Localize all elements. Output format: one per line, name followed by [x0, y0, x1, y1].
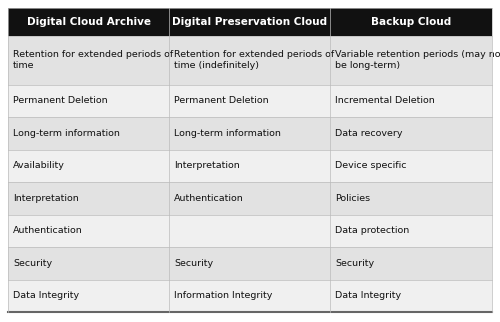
Text: Incremental Deletion: Incremental Deletion [336, 97, 435, 105]
Bar [169, 279, 330, 312]
Bar [330, 150, 492, 182]
Text: Interpretation: Interpretation [174, 161, 240, 170]
Bar [330, 247, 492, 279]
Bar [8, 8, 169, 36]
Text: Data Integrity: Data Integrity [13, 291, 79, 300]
Bar [169, 247, 330, 279]
Bar [8, 214, 169, 247]
Text: Data protection: Data protection [336, 226, 409, 235]
Text: Authentication: Authentication [13, 226, 83, 235]
Bar [330, 182, 492, 214]
Text: Security: Security [174, 259, 214, 268]
Text: Data Integrity: Data Integrity [336, 291, 402, 300]
Bar [330, 117, 492, 150]
Text: Variable retention periods (may not
be long-term): Variable retention periods (may not be l… [336, 51, 500, 70]
Bar [169, 214, 330, 247]
Text: Backup Cloud: Backup Cloud [371, 17, 452, 27]
Text: Device specific: Device specific [336, 161, 407, 170]
Text: Retention for extended periods of
time: Retention for extended periods of time [13, 51, 173, 70]
Bar [330, 279, 492, 312]
Text: Retention for extended periods of
time (indefinitely): Retention for extended periods of time (… [174, 51, 334, 70]
Bar [169, 36, 330, 85]
Bar [169, 150, 330, 182]
Text: Data recovery: Data recovery [336, 129, 403, 138]
Bar [8, 182, 169, 214]
Text: Authentication: Authentication [174, 194, 244, 203]
Bar [169, 8, 330, 36]
Bar [8, 36, 169, 85]
Text: Long-term information: Long-term information [174, 129, 281, 138]
Bar [169, 182, 330, 214]
Bar [169, 85, 330, 117]
Bar [330, 36, 492, 85]
Text: Security: Security [336, 259, 374, 268]
Text: Information Integrity: Information Integrity [174, 291, 272, 300]
Text: Permanent Deletion: Permanent Deletion [13, 97, 108, 105]
Text: Digital Preservation Cloud: Digital Preservation Cloud [172, 17, 328, 27]
Bar [8, 117, 169, 150]
Bar [330, 85, 492, 117]
Bar [8, 150, 169, 182]
Text: Digital Cloud Archive: Digital Cloud Archive [26, 17, 150, 27]
Bar [8, 247, 169, 279]
Bar [330, 8, 492, 36]
Bar [330, 214, 492, 247]
Bar [8, 85, 169, 117]
Text: Permanent Deletion: Permanent Deletion [174, 97, 269, 105]
Text: Interpretation: Interpretation [13, 194, 79, 203]
Text: Security: Security [13, 259, 52, 268]
Bar [8, 279, 169, 312]
Text: Availability: Availability [13, 161, 65, 170]
Bar [169, 117, 330, 150]
Text: Long-term information: Long-term information [13, 129, 120, 138]
Text: Policies: Policies [336, 194, 370, 203]
